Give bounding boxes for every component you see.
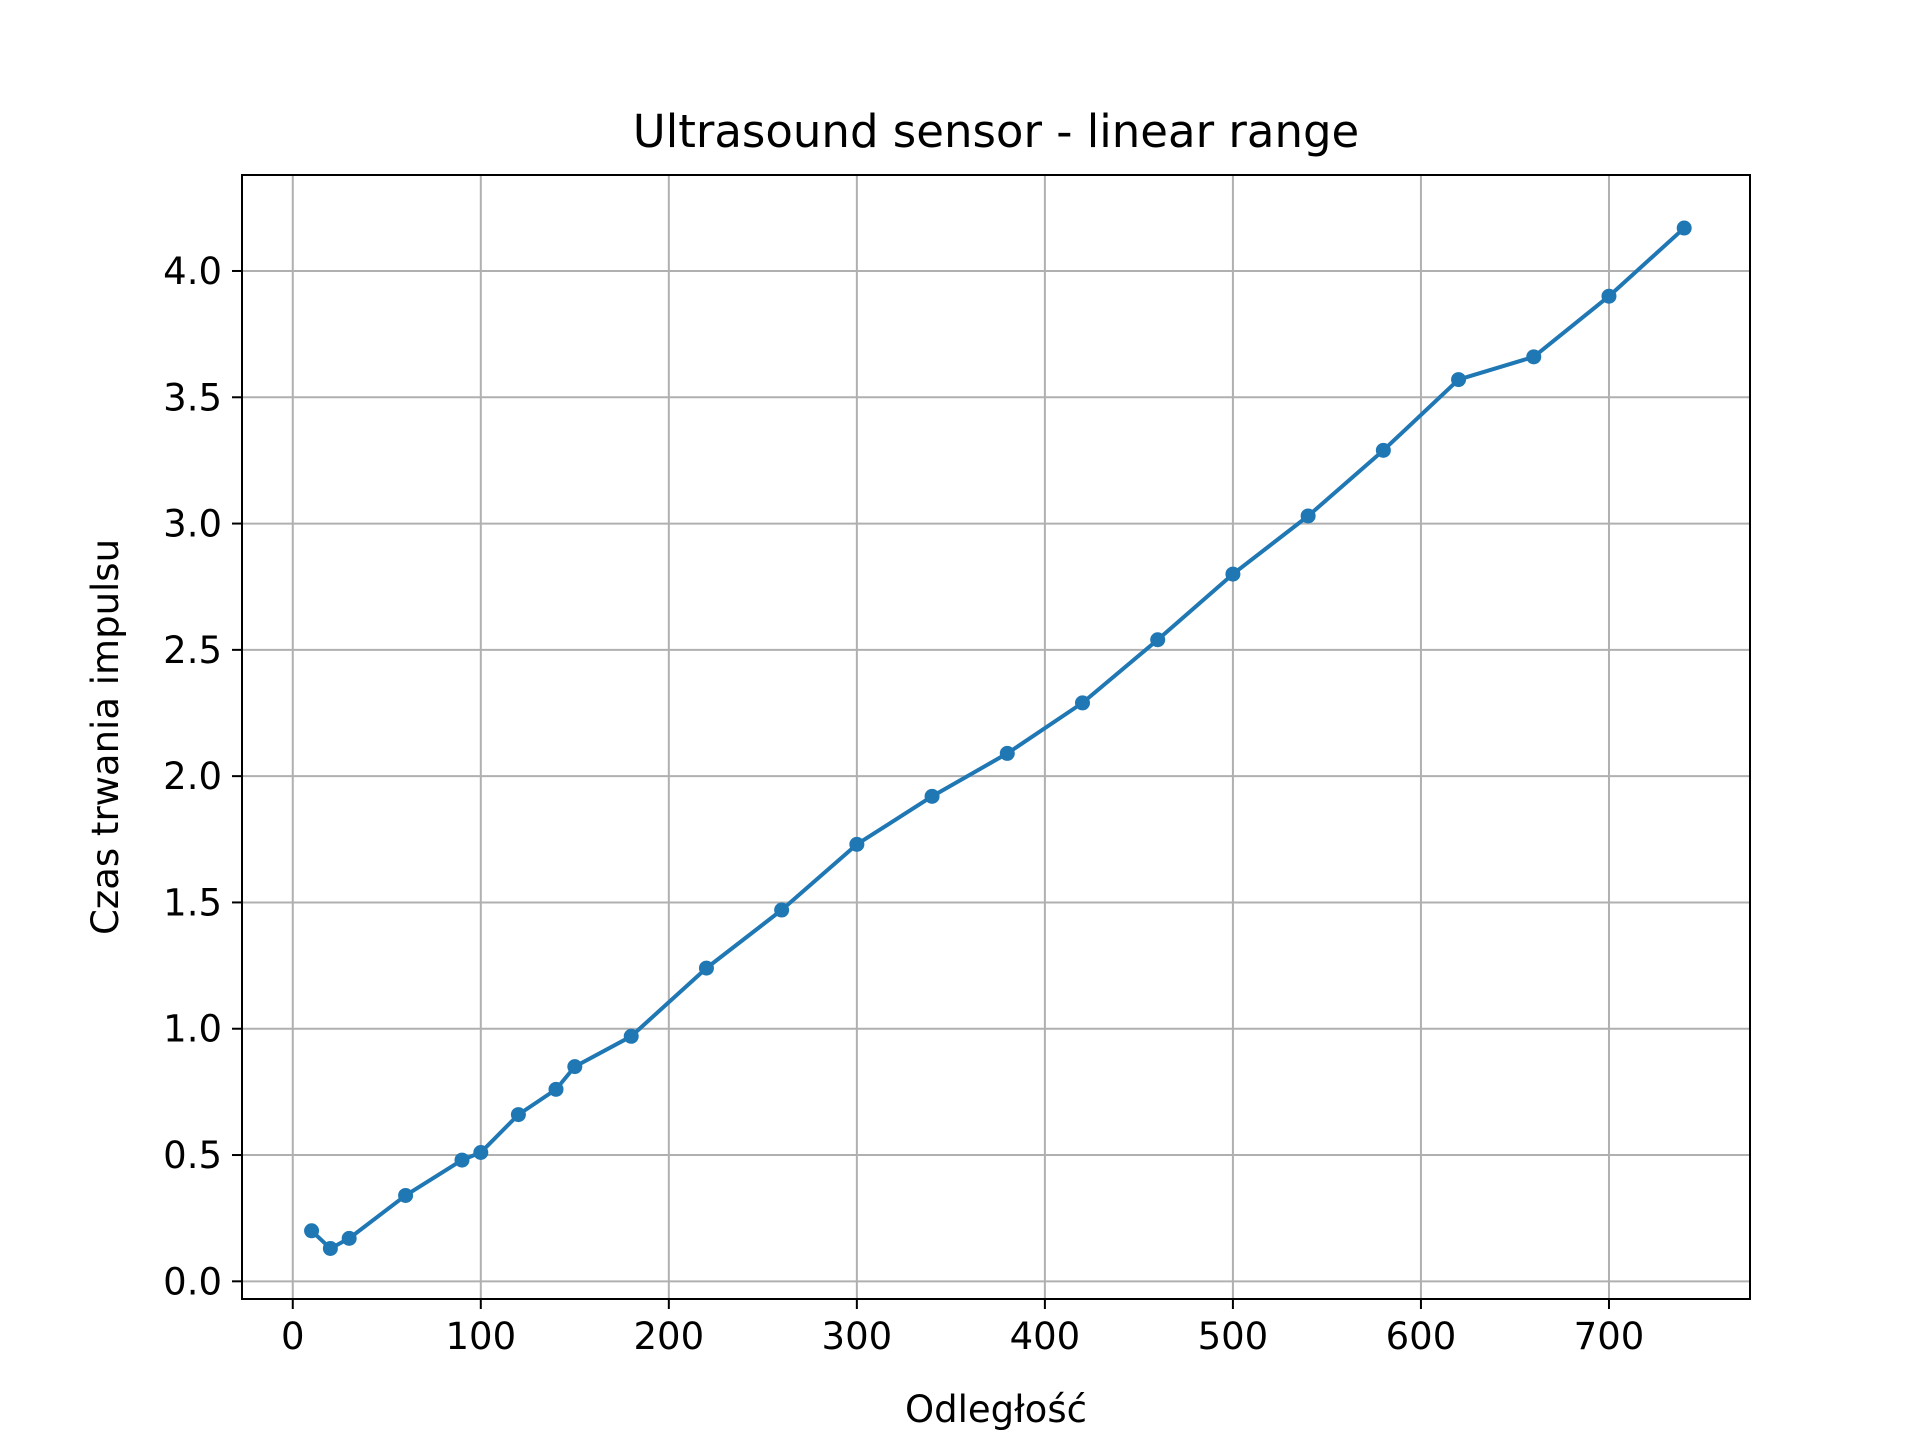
y-tick-label: 0.5 [163, 1134, 222, 1177]
x-tick-label: 0 [281, 1315, 305, 1358]
data-point [398, 1187, 414, 1203]
series-line [308, 225, 1688, 1251]
data-point [322, 1240, 338, 1256]
data-point [341, 1230, 357, 1246]
data-point [548, 1081, 564, 1097]
data-point [1451, 372, 1467, 388]
x-tick-label: 100 [445, 1315, 516, 1358]
y-tick-label: 0.0 [163, 1260, 222, 1303]
x-tick-label: 600 [1386, 1315, 1457, 1358]
x-tick-label: 400 [1010, 1315, 1081, 1358]
data-point [1375, 442, 1391, 458]
data-point [1676, 220, 1692, 236]
data-point [849, 836, 865, 852]
x-tick-label: 300 [822, 1315, 893, 1358]
data-point [698, 960, 714, 976]
data-series [304, 220, 1692, 1256]
data-point [623, 1028, 639, 1044]
data-point [1150, 632, 1166, 648]
data-point [473, 1145, 489, 1161]
data-point [1225, 566, 1241, 582]
x-tick-label: 200 [634, 1315, 705, 1358]
data-point [999, 745, 1015, 761]
data-point [1601, 288, 1617, 304]
data-point [454, 1152, 470, 1168]
y-tick-label: 3.0 [163, 503, 222, 546]
data-point [567, 1059, 583, 1075]
y-tick-label: 2.0 [163, 755, 222, 798]
y-tick-label: 4.0 [163, 250, 222, 293]
y-axis-label: Czas trwania impulsu [84, 539, 127, 935]
data-point [510, 1107, 526, 1123]
data-point [774, 902, 790, 918]
y-tick-label: 1.0 [163, 1008, 222, 1051]
x-tick-label: 500 [1198, 1315, 1269, 1358]
plot-frame [241, 174, 1751, 1300]
data-point [1074, 695, 1090, 711]
x-tick-label: 700 [1574, 1315, 1645, 1358]
data-point [304, 1223, 320, 1239]
data-point [1300, 508, 1316, 524]
y-tick-label: 3.5 [163, 376, 222, 419]
y-axis-ticks: 0.0 0.5 1.0 1.5 2.0 2.5 3.0 3.5 4.0 [163, 250, 242, 1303]
chart-title: Ultrasound sensor - linear range [633, 105, 1359, 158]
y-tick-label: 2.5 [163, 629, 222, 672]
grid-lines [242, 175, 1750, 1299]
x-axis-ticks: 0 100 200 300 400 500 600 700 [281, 1299, 1644, 1358]
data-point [1526, 349, 1542, 365]
x-axis-label: Odległość [905, 1388, 1087, 1431]
data-point [924, 788, 940, 804]
y-tick-label: 1.5 [163, 881, 222, 924]
